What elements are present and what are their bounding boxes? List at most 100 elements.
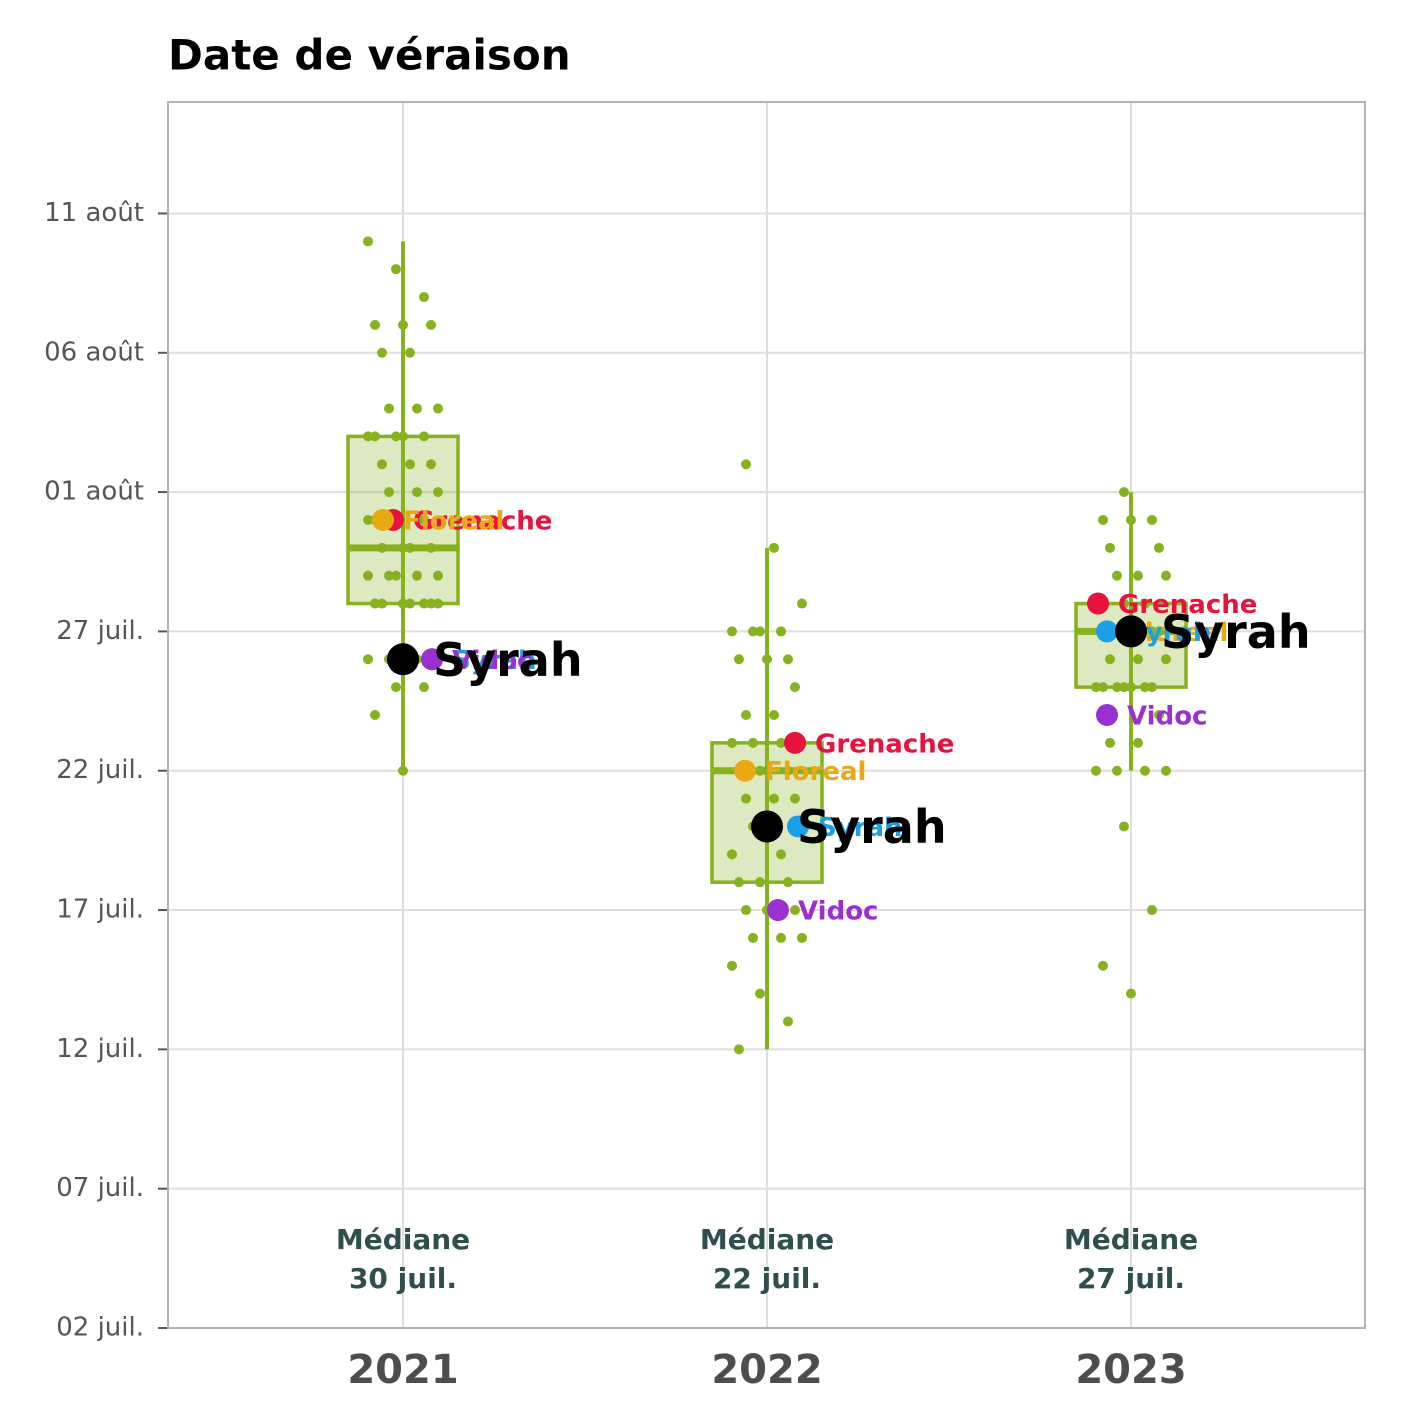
- point: [419, 598, 429, 609]
- point: [433, 598, 443, 609]
- point: [426, 542, 436, 553]
- point: [1126, 682, 1136, 693]
- highlight-label: Floreal: [765, 757, 866, 787]
- x-tick-label: 2022: [711, 1347, 822, 1393]
- point: [391, 264, 401, 275]
- point: [755, 877, 765, 888]
- highlight-point: [767, 899, 789, 922]
- point: [1105, 737, 1115, 748]
- point: [1161, 654, 1171, 665]
- highlight-label: Vidoc: [1127, 702, 1207, 732]
- focus-point: [751, 810, 783, 843]
- y-tick-label: 07 juil.: [56, 1173, 144, 1203]
- point: [1154, 542, 1164, 553]
- point: [363, 514, 373, 525]
- point: [391, 682, 401, 693]
- point: [790, 793, 800, 804]
- point: [398, 765, 408, 776]
- point: [419, 682, 429, 693]
- point: [790, 682, 800, 693]
- focus-point: [387, 643, 419, 676]
- point: [776, 849, 786, 860]
- point: [776, 932, 786, 943]
- point: [433, 570, 443, 581]
- point: [1147, 626, 1157, 637]
- y-tick-label: 06 août: [44, 337, 144, 367]
- point: [776, 626, 786, 637]
- point: [1119, 487, 1129, 498]
- point: [727, 737, 737, 748]
- point: [426, 459, 436, 470]
- point: [433, 487, 443, 498]
- point: [391, 431, 401, 442]
- point: [419, 292, 429, 303]
- point: [1126, 514, 1136, 525]
- plot-frame: [167, 101, 1366, 1329]
- highlight-label: Vidoc: [452, 646, 532, 676]
- point: [1133, 737, 1143, 748]
- point: [762, 765, 772, 776]
- point: [405, 598, 415, 609]
- focus-label: Syrah: [1161, 605, 1311, 659]
- point: [734, 1044, 744, 1055]
- point: [1126, 988, 1136, 999]
- point: [797, 598, 807, 609]
- point: [755, 765, 765, 776]
- point: [391, 570, 401, 581]
- point: [1091, 765, 1101, 776]
- y-tick-label: 12 juil.: [56, 1034, 144, 1064]
- point: [783, 765, 793, 776]
- point: [1098, 960, 1108, 971]
- point: [370, 319, 380, 330]
- highlight-point: [784, 731, 806, 754]
- median-date: 30 juil.: [349, 1262, 457, 1295]
- point: [1161, 570, 1171, 581]
- point: [1133, 570, 1143, 581]
- point: [398, 431, 408, 442]
- y-tick-label: 01 août: [44, 477, 144, 507]
- point: [384, 487, 394, 498]
- highlight-point: [372, 508, 394, 531]
- highlight-point: [1087, 592, 1109, 615]
- point: [363, 431, 373, 442]
- point: [412, 570, 422, 581]
- point: [741, 793, 751, 804]
- median-title: Médiane: [1064, 1223, 1198, 1256]
- highlight-label: Syrah: [818, 813, 903, 843]
- point: [1119, 682, 1129, 693]
- point: [398, 319, 408, 330]
- point: [727, 849, 737, 860]
- highlight-label: Syrah: [452, 646, 537, 676]
- median-title: Médiane: [700, 1223, 834, 1256]
- highlight-point: [787, 815, 809, 838]
- focus-point: [1115, 615, 1147, 648]
- point: [1112, 682, 1122, 693]
- point: [363, 570, 373, 581]
- y-tick-label: 22 juil.: [56, 755, 144, 785]
- y-tick-label: 02 juil.: [56, 1313, 144, 1343]
- point: [797, 932, 807, 943]
- x-tick-label: 2023: [1075, 1347, 1186, 1393]
- point: [783, 1016, 793, 1027]
- point: [370, 598, 380, 609]
- highlight-label: Grenache: [413, 506, 552, 536]
- point: [727, 626, 737, 637]
- point: [1147, 905, 1157, 916]
- highlight-point: [734, 759, 756, 782]
- point: [769, 542, 779, 553]
- point: [1147, 682, 1157, 693]
- point: [419, 514, 429, 525]
- y-tick-label: 11 août: [44, 198, 144, 228]
- y-tick-label: 17 juil.: [56, 895, 144, 925]
- point: [433, 403, 443, 414]
- point: [769, 710, 779, 720]
- point: [1112, 570, 1122, 581]
- median-date: 27 juil.: [1077, 1262, 1185, 1295]
- point: [1154, 626, 1164, 637]
- highlight-point: [421, 648, 443, 671]
- point: [748, 626, 758, 637]
- point: [405, 459, 415, 470]
- point: [734, 877, 744, 888]
- chart-title: Date de véraison: [168, 31, 571, 80]
- point: [1140, 598, 1150, 609]
